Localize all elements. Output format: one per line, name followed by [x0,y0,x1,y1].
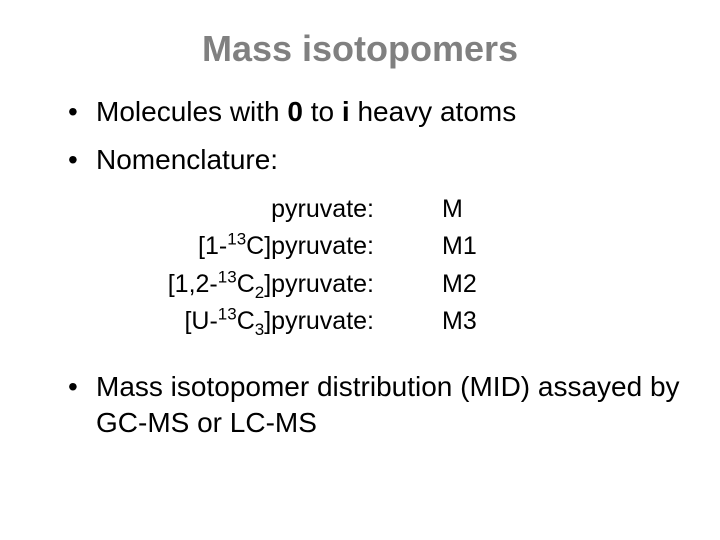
text-fragment: heavy atoms [350,96,517,127]
table-value: M1 [384,228,554,266]
table-row: [1-13C]pyruvate: M1 [134,228,680,266]
bullet-item: • Mass isotopomer distribution (MID) ass… [64,369,680,442]
table-value: M3 [384,303,554,341]
table-value: M [384,191,554,229]
text-fragment: ]pyruvate: [264,307,374,335]
text-fragment: to [303,96,342,127]
slide-content: • Molecules with 0 to i heavy atoms • No… [0,94,720,442]
table-label: pyruvate: [134,191,384,229]
bullet-text: Mass isotopomer distribution (MID) assay… [96,369,680,442]
superscript: 13 [227,230,246,249]
table-row: pyruvate: M [134,191,680,229]
subscript: 2 [255,283,264,302]
bullet-item: • Nomenclature: [64,142,680,178]
text-fragment: C [246,232,264,260]
bullet-marker: • [64,369,96,405]
superscript: 13 [218,267,237,286]
nomenclature-table: pyruvate: M [1-13C]pyruvate: M1 [1,2-13C… [134,191,680,341]
bullet-text: Molecules with 0 to i heavy atoms [96,94,680,130]
slide-title: Mass isotopomers [0,0,720,94]
bullet-marker: • [64,142,96,178]
table-label: [U-13C3]pyruvate: [134,303,384,341]
table-row: [1,2-13C2]pyruvate: M2 [134,266,680,304]
text-fragment: [1,2- [168,270,218,298]
bullet-item: • Molecules with 0 to i heavy atoms [64,94,680,130]
bullet-marker: • [64,94,96,130]
text-fragment: [U- [184,307,217,335]
table-value: M2 [384,266,554,304]
bold-text: i [342,96,350,127]
table-row: [U-13C3]pyruvate: M3 [134,303,680,341]
table-label: [1-13C]pyruvate: [134,228,384,266]
text-fragment: ]pyruvate: [264,270,374,298]
bold-text: 0 [287,96,303,127]
text-fragment: Molecules with [96,96,287,127]
subscript: 3 [255,320,264,339]
text-fragment: [1- [198,232,227,260]
text-fragment: C [237,307,255,335]
bullet-text: Nomenclature: [96,142,680,178]
text-fragment: C [237,270,255,298]
table-label: [1,2-13C2]pyruvate: [134,266,384,304]
text-fragment: ]pyruvate: [264,232,374,260]
superscript: 13 [218,305,237,324]
